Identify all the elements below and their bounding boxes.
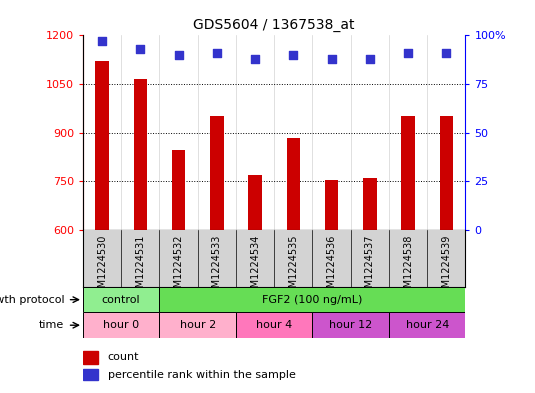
Text: GSM1224539: GSM1224539 bbox=[441, 235, 452, 300]
Point bbox=[365, 55, 374, 62]
Point bbox=[404, 50, 412, 56]
Text: hour 24: hour 24 bbox=[406, 320, 449, 330]
Text: GSM1224533: GSM1224533 bbox=[212, 235, 222, 300]
Bar bbox=[172, 151, 185, 230]
Bar bbox=[134, 79, 147, 230]
Bar bbox=[83, 312, 159, 338]
Bar bbox=[83, 287, 159, 312]
Text: hour 4: hour 4 bbox=[256, 320, 292, 330]
Text: GSM1224531: GSM1224531 bbox=[135, 235, 146, 300]
Bar bbox=[401, 116, 415, 230]
Bar bbox=[363, 178, 377, 230]
Text: GSM1224536: GSM1224536 bbox=[326, 235, 337, 300]
Point bbox=[289, 51, 297, 58]
Bar bbox=[440, 116, 453, 230]
Bar bbox=[236, 312, 312, 338]
Bar bbox=[159, 287, 465, 312]
Bar bbox=[325, 180, 338, 230]
Bar bbox=[287, 138, 300, 230]
Text: percentile rank within the sample: percentile rank within the sample bbox=[108, 370, 296, 380]
Text: GSM1224538: GSM1224538 bbox=[403, 235, 413, 300]
Point bbox=[98, 38, 106, 44]
Text: GSM1224534: GSM1224534 bbox=[250, 235, 260, 300]
Point bbox=[174, 51, 183, 58]
Point bbox=[327, 55, 336, 62]
Bar bbox=[83, 369, 98, 380]
Text: GSM1224530: GSM1224530 bbox=[97, 235, 107, 300]
Bar bbox=[95, 61, 109, 230]
Text: control: control bbox=[102, 295, 141, 305]
Bar bbox=[210, 116, 224, 230]
Text: growth protocol: growth protocol bbox=[0, 295, 64, 305]
Text: GSM1224535: GSM1224535 bbox=[288, 235, 299, 300]
Text: hour 2: hour 2 bbox=[180, 320, 216, 330]
Bar bbox=[159, 312, 236, 338]
Text: GSM1224532: GSM1224532 bbox=[173, 235, 184, 300]
Text: hour 12: hour 12 bbox=[329, 320, 372, 330]
Bar bbox=[389, 312, 465, 338]
Title: GDS5604 / 1367538_at: GDS5604 / 1367538_at bbox=[194, 18, 355, 31]
Point bbox=[442, 50, 450, 56]
Point bbox=[136, 46, 144, 52]
Bar bbox=[83, 351, 98, 364]
Bar bbox=[248, 175, 262, 230]
Text: hour 0: hour 0 bbox=[103, 320, 139, 330]
Text: count: count bbox=[108, 352, 139, 362]
Bar bbox=[312, 312, 389, 338]
Point bbox=[212, 50, 221, 56]
Text: FGF2 (100 ng/mL): FGF2 (100 ng/mL) bbox=[262, 295, 363, 305]
Point bbox=[251, 55, 259, 62]
Text: time: time bbox=[39, 320, 64, 330]
Text: GSM1224537: GSM1224537 bbox=[365, 235, 375, 300]
